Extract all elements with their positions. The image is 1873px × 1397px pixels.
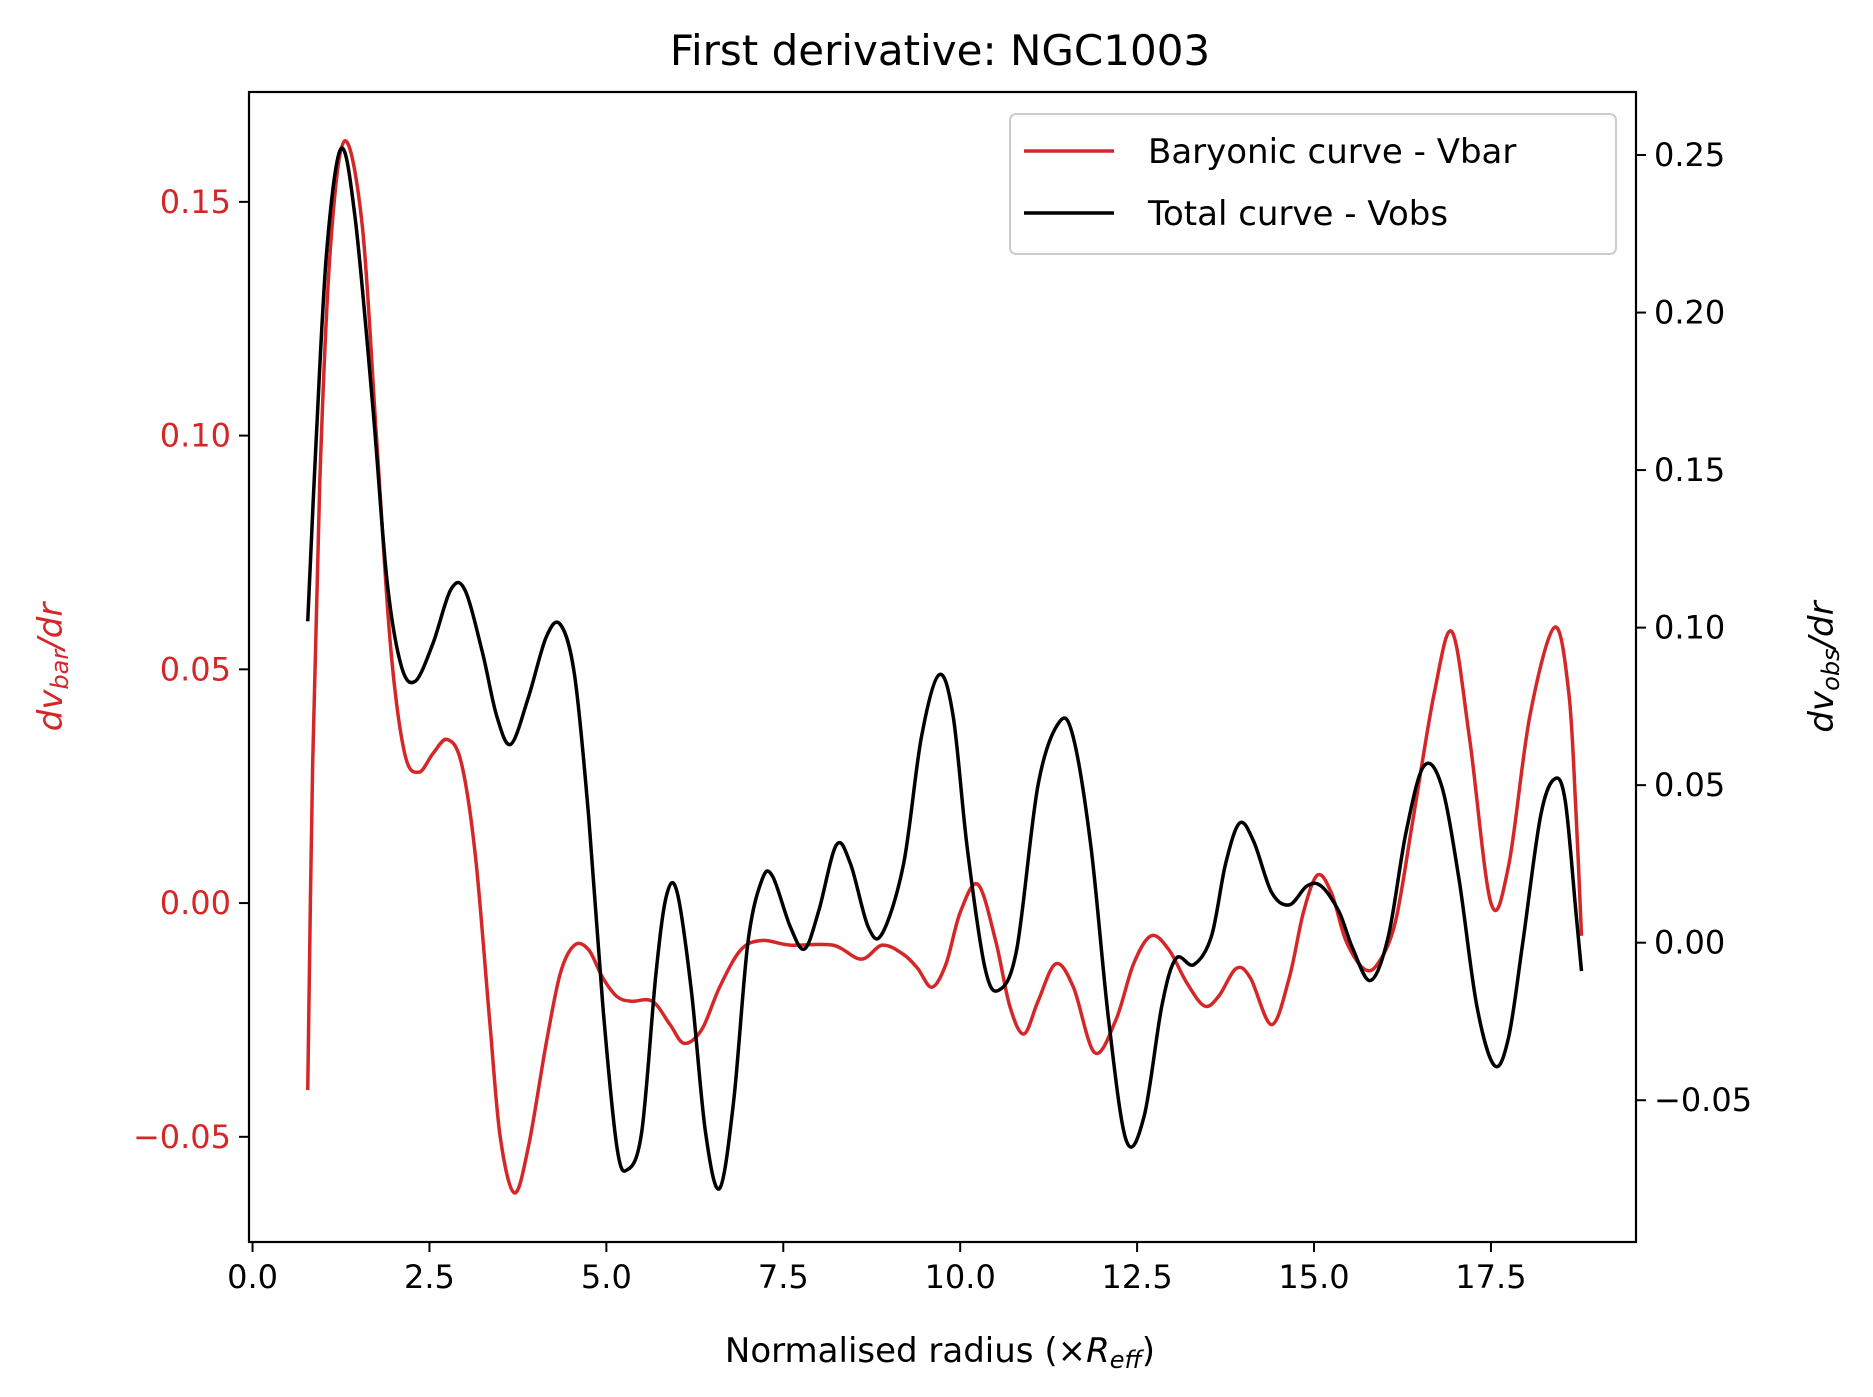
x-tick-label: 15.0 [1278, 1258, 1349, 1296]
y-right-tick-label: 0.05 [1654, 766, 1725, 804]
legend-label-baryonic: Baryonic curve - Vbar [1148, 132, 1516, 172]
y-axis-right-label-rest: /dr [1802, 599, 1842, 651]
y-left-tick-label: 0.15 [160, 183, 231, 221]
series-line-baryonic [305, 139, 1584, 1195]
y-right-tick-label: 0.10 [1654, 609, 1725, 647]
x-tick-label: 7.5 [758, 1258, 809, 1296]
legend-box [1009, 113, 1617, 255]
y-right-tick-label: 0.15 [1654, 451, 1725, 489]
y-axis-right-ticks: −0.05 0.00 0.05 0.10 0.15 0.20 0.25 [1636, 136, 1752, 1119]
x-tick-label: 10.0 [925, 1258, 996, 1296]
y-axis-left-label-rest: /dr [31, 601, 71, 653]
x-tick-label: 0.0 [227, 1258, 278, 1296]
y-axis-left-ticks: −0.05 0.00 0.05 0.10 0.15 [133, 183, 249, 1156]
y-left-tick-label: 0.05 [160, 650, 231, 688]
x-tick-label: 12.5 [1101, 1258, 1172, 1296]
y-left-tick-label: −0.05 [133, 1118, 231, 1156]
x-axis-label-italic: R [1086, 1331, 1110, 1371]
y-right-tick-label: 0.20 [1654, 294, 1725, 332]
plot-frame [247, 90, 1638, 1244]
x-axis-label-close: ) [1142, 1331, 1155, 1371]
chart-title: First derivative: NGC1003 [670, 26, 1210, 75]
legend-label-total: Total curve - Vobs [1147, 194, 1448, 234]
y-axis-left-label-sub: bar [46, 648, 74, 690]
y-left-tick-label: 0.10 [160, 417, 231, 455]
legend: Baryonic curve - Vbar Total curve - Vobs [1009, 113, 1617, 255]
series-layer [305, 139, 1584, 1195]
x-tick-label: 2.5 [404, 1258, 455, 1296]
x-axis-label-sub: eff [1110, 1346, 1145, 1374]
x-axis-ticks: 0.0 2.5 5.0 7.5 10.0 12.5 15.0 17.5 [227, 1242, 1527, 1296]
y-axis-left-label: dvbar/dr [31, 601, 74, 732]
y-axis-right-label: dvobs/dr [1802, 599, 1845, 732]
y-left-tick-label: 0.00 [160, 884, 231, 922]
y-right-tick-label: 0.25 [1654, 136, 1725, 174]
x-tick-label: 17.5 [1455, 1258, 1526, 1296]
x-axis-label: Normalised radius (×Reff) [725, 1331, 1155, 1374]
x-axis-label-main: Normalised radius (× [725, 1331, 1086, 1371]
series-line-total [305, 146, 1584, 1191]
y-right-tick-label: −0.05 [1654, 1081, 1752, 1119]
y-axis-right-label-sub: obs [1817, 648, 1845, 690]
x-tick-label: 5.0 [581, 1258, 632, 1296]
y-axis-left-label-main: dv [31, 689, 71, 732]
y-axis-right-label-main: dv [1802, 690, 1842, 733]
y-right-tick-label: 0.00 [1654, 924, 1725, 962]
